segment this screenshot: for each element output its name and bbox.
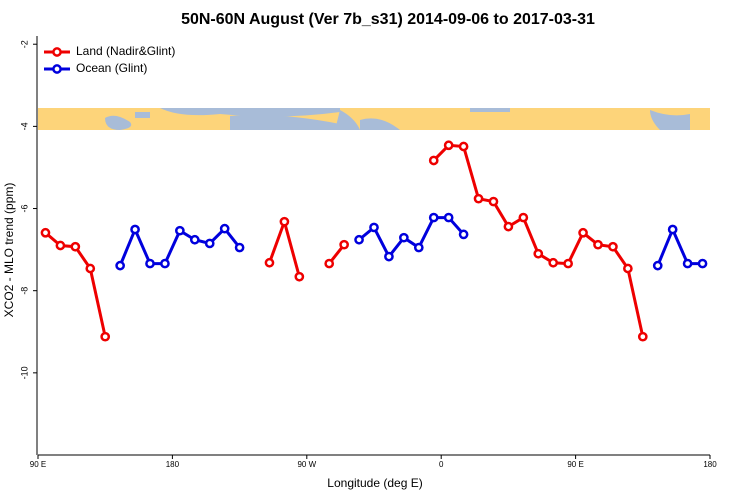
point <box>682 258 693 269</box>
point <box>413 242 424 253</box>
x-tick-label: 0 <box>439 460 444 469</box>
point <box>160 258 170 269</box>
y-tick-label: -8 <box>19 287 29 295</box>
point <box>503 221 514 232</box>
point <box>369 222 379 233</box>
point <box>533 248 544 259</box>
point <box>339 239 349 250</box>
x-tick-label: 90 E <box>30 460 46 469</box>
point <box>204 238 215 249</box>
legend-marker <box>52 64 62 74</box>
point <box>623 263 633 274</box>
point <box>518 212 529 223</box>
point <box>40 227 51 238</box>
point <box>85 263 96 274</box>
legend-label: Land (Nadir&Glint) <box>76 44 175 58</box>
x-tick-label: 90 W <box>297 460 316 469</box>
point <box>294 271 305 282</box>
point <box>428 155 439 166</box>
point <box>548 257 559 268</box>
point <box>563 258 573 269</box>
point <box>458 141 469 152</box>
point <box>145 258 155 269</box>
y-tick-label: -2 <box>19 40 29 48</box>
point <box>428 212 439 223</box>
point <box>70 241 81 252</box>
point <box>637 331 648 342</box>
x-tick-label: 180 <box>166 460 180 469</box>
point <box>100 331 111 342</box>
point <box>443 212 454 223</box>
y-tick-label: -4 <box>19 122 29 130</box>
point <box>189 234 200 245</box>
point <box>354 234 364 245</box>
point <box>488 196 499 207</box>
point <box>219 223 230 234</box>
point <box>234 242 245 253</box>
point <box>115 260 125 271</box>
point <box>55 240 66 251</box>
point <box>130 224 140 235</box>
point <box>384 251 394 262</box>
point <box>324 258 335 269</box>
y-tick-label: -10 <box>19 366 29 379</box>
point <box>473 193 484 204</box>
point <box>593 239 603 250</box>
point <box>443 140 454 151</box>
map-strip <box>38 108 710 130</box>
x-axis-label: Longitude (deg E) <box>327 476 422 490</box>
point <box>264 257 275 268</box>
point <box>279 216 290 227</box>
point <box>652 260 663 271</box>
y-tick-label: -6 <box>19 205 29 213</box>
point <box>608 241 618 252</box>
x-tick-label: 180 <box>703 460 717 469</box>
chart-title: 50N-60N August (Ver 7b_s31) 2014-09-06 t… <box>181 11 595 28</box>
y-axis-label: XCO2 - MLO trend (ppm) <box>2 183 16 318</box>
legend-marker <box>52 47 62 57</box>
legend-label: Ocean (Glint) <box>76 61 147 75</box>
point <box>399 232 409 243</box>
point <box>667 224 678 235</box>
x-tick-label: 90 E <box>567 460 583 469</box>
point <box>458 229 469 240</box>
point <box>175 225 185 236</box>
point <box>578 227 588 238</box>
point <box>697 258 708 269</box>
